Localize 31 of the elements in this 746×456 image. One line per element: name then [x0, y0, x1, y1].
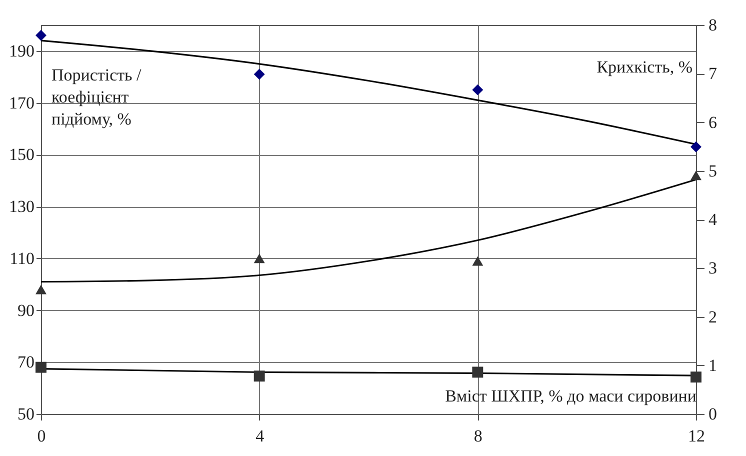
point [36, 30, 46, 41]
y-axis-title: Пористість / коефіцієнт підйому, % [52, 66, 142, 128]
y-tick-label: 110 [10, 248, 34, 268]
point [472, 84, 484, 96]
y-tick-label: 170 [9, 93, 34, 112]
y2-tick-label: 1 [708, 356, 717, 375]
y-tick-label: 130 [9, 197, 34, 216]
y-tick-label: 50 [18, 404, 34, 424]
y2-tick-label: 7 [708, 64, 718, 84]
y2-tick-label: 2 [708, 307, 717, 326]
y-tick-label: 90 [18, 300, 34, 320]
point [254, 254, 265, 264]
y2-tick-label: 3 [708, 258, 717, 278]
y-tick-label: 150 [9, 145, 34, 164]
y2-tick-label: 0 [708, 404, 717, 424]
y2-tick-label: 5 [708, 161, 717, 180]
point [690, 141, 702, 152]
point [254, 68, 265, 80]
y2-tick-label: 6 [708, 112, 717, 132]
point [472, 256, 484, 266]
y2-tick-label: 8 [708, 16, 717, 34]
x-tick-label: 4 [256, 426, 265, 446]
y-tick-label: 70 [18, 352, 34, 372]
y2-axis-title: Крихкість, % [596, 58, 692, 76]
x-tick-label: 8 [474, 426, 482, 446]
y-tick-label: 190 [9, 41, 34, 60]
y2-tick-label: 4 [708, 210, 718, 229]
point [690, 170, 702, 180]
x-tick-label: 12 [688, 426, 705, 446]
x-tick-label: 0 [37, 426, 46, 446]
point [36, 284, 46, 294]
